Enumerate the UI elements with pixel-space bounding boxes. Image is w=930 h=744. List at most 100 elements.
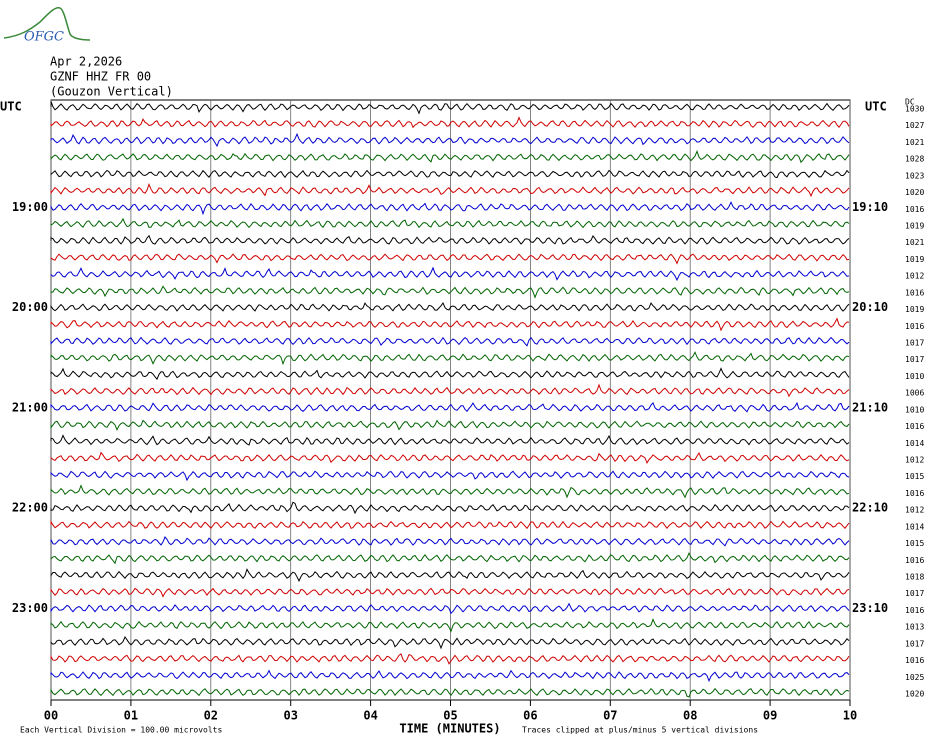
x-tick-label: 08	[683, 709, 697, 723]
dc-offset: 1020	[905, 690, 924, 699]
x-tick-label: 10	[843, 709, 857, 723]
dc-offset: 1019	[905, 305, 924, 314]
trace	[50, 266, 850, 282]
left-time-label: 20:00	[12, 300, 48, 314]
dc-offset: 1015	[905, 472, 924, 481]
dc-label: DC	[905, 98, 915, 107]
left-time-label: 23:00	[12, 601, 48, 615]
dc-offset: 1018	[905, 573, 924, 582]
dc-offset: 1014	[905, 439, 924, 448]
trace	[50, 602, 850, 615]
right-time-label: 21:10	[852, 400, 888, 414]
dc-offset: 1012	[905, 456, 924, 465]
left-time-label: UTC	[0, 100, 22, 114]
dc-offset: 1017	[905, 339, 924, 348]
right-time-label: 22:10	[852, 501, 888, 515]
trace	[50, 285, 850, 299]
trace	[50, 169, 850, 179]
logo: OFGC	[24, 30, 64, 45]
x-tick-label: 02	[204, 709, 218, 723]
location: (Gouzon Vertical)	[50, 85, 173, 99]
dc-offset: 1016	[905, 489, 924, 498]
trace	[50, 116, 850, 129]
x-tick-label: 09	[763, 709, 777, 723]
dc-offset: 1030	[905, 105, 924, 114]
left-time-label: 19:00	[12, 200, 48, 214]
dc-offset: 1016	[905, 556, 924, 565]
trace	[50, 635, 850, 650]
dc-offset: 1025	[905, 673, 924, 682]
dc-offset: 1016	[905, 656, 924, 665]
dc-offset: 1013	[905, 623, 924, 632]
trace	[50, 317, 850, 332]
trace	[50, 234, 850, 245]
dc-offset: 1017	[905, 589, 924, 598]
date: Apr 2,2026	[50, 55, 122, 69]
trace	[50, 669, 850, 683]
x-tick-label: 04	[363, 709, 377, 723]
x-tick-label: 00	[44, 709, 58, 723]
left-time-label: 22:00	[12, 501, 48, 515]
trace	[50, 351, 850, 366]
trace	[50, 253, 850, 265]
trace	[50, 618, 850, 633]
trace	[50, 687, 850, 698]
x-tick-label: 05	[443, 709, 457, 723]
station: GZNF HHZ FR 00	[50, 70, 151, 84]
dc-offset: 1019	[905, 255, 924, 264]
trace	[50, 470, 850, 482]
trace	[50, 101, 850, 115]
trace	[50, 653, 850, 665]
dc-offset: 1021	[905, 238, 924, 247]
dc-offset: 1027	[905, 121, 924, 130]
dc-offset: 1016	[905, 322, 924, 331]
trace	[50, 536, 850, 547]
dc-offset: 1016	[905, 606, 924, 615]
right-time-label: 19:10	[852, 200, 888, 214]
right-time-label: UTC	[865, 100, 887, 114]
dc-offset: 1006	[905, 389, 924, 398]
dc-offset: 1028	[905, 155, 924, 164]
dc-offset: 1019	[905, 222, 924, 231]
x-axis-title: TIME (MINUTES)	[399, 722, 500, 736]
scale-note: Each Vertical Division = 100.00 microvol…	[20, 726, 222, 735]
clip-note: Traces clipped at plus/minus 5 vertical …	[522, 726, 758, 735]
trace	[50, 336, 850, 347]
x-tick-label: 07	[603, 709, 617, 723]
trace	[50, 132, 850, 148]
dc-offset: 1023	[905, 171, 924, 180]
x-tick-label: 06	[523, 709, 537, 723]
right-time-label: 20:10	[852, 300, 888, 314]
trace	[50, 383, 850, 398]
dc-offset: 1020	[905, 188, 924, 197]
dc-offset: 1012	[905, 272, 924, 281]
trace	[50, 150, 850, 164]
trace	[50, 201, 850, 216]
trace	[50, 568, 850, 583]
trace	[50, 501, 850, 515]
x-tick-label: 01	[124, 709, 138, 723]
dc-offset: 1017	[905, 639, 924, 648]
trace	[50, 401, 850, 413]
trace	[50, 587, 850, 598]
trace	[50, 367, 850, 381]
dc-offset: 1010	[905, 405, 924, 414]
dc-offset: 1015	[905, 539, 924, 548]
trace	[50, 451, 850, 465]
trace	[50, 519, 850, 530]
dc-offset: 1014	[905, 522, 924, 531]
logo-curve	[3, 6, 91, 41]
trace	[50, 182, 850, 198]
trace	[50, 217, 850, 229]
dc-offset: 1016	[905, 422, 924, 431]
dc-offset: 1016	[905, 205, 924, 214]
dc-offset: 1010	[905, 372, 924, 381]
trace	[50, 552, 850, 565]
x-tick-label: 03	[283, 709, 297, 723]
trace	[50, 434, 850, 446]
trace	[50, 301, 850, 312]
dc-offset: 1012	[905, 506, 924, 515]
dc-offset: 1021	[905, 138, 924, 147]
left-time-label: 21:00	[12, 400, 48, 414]
